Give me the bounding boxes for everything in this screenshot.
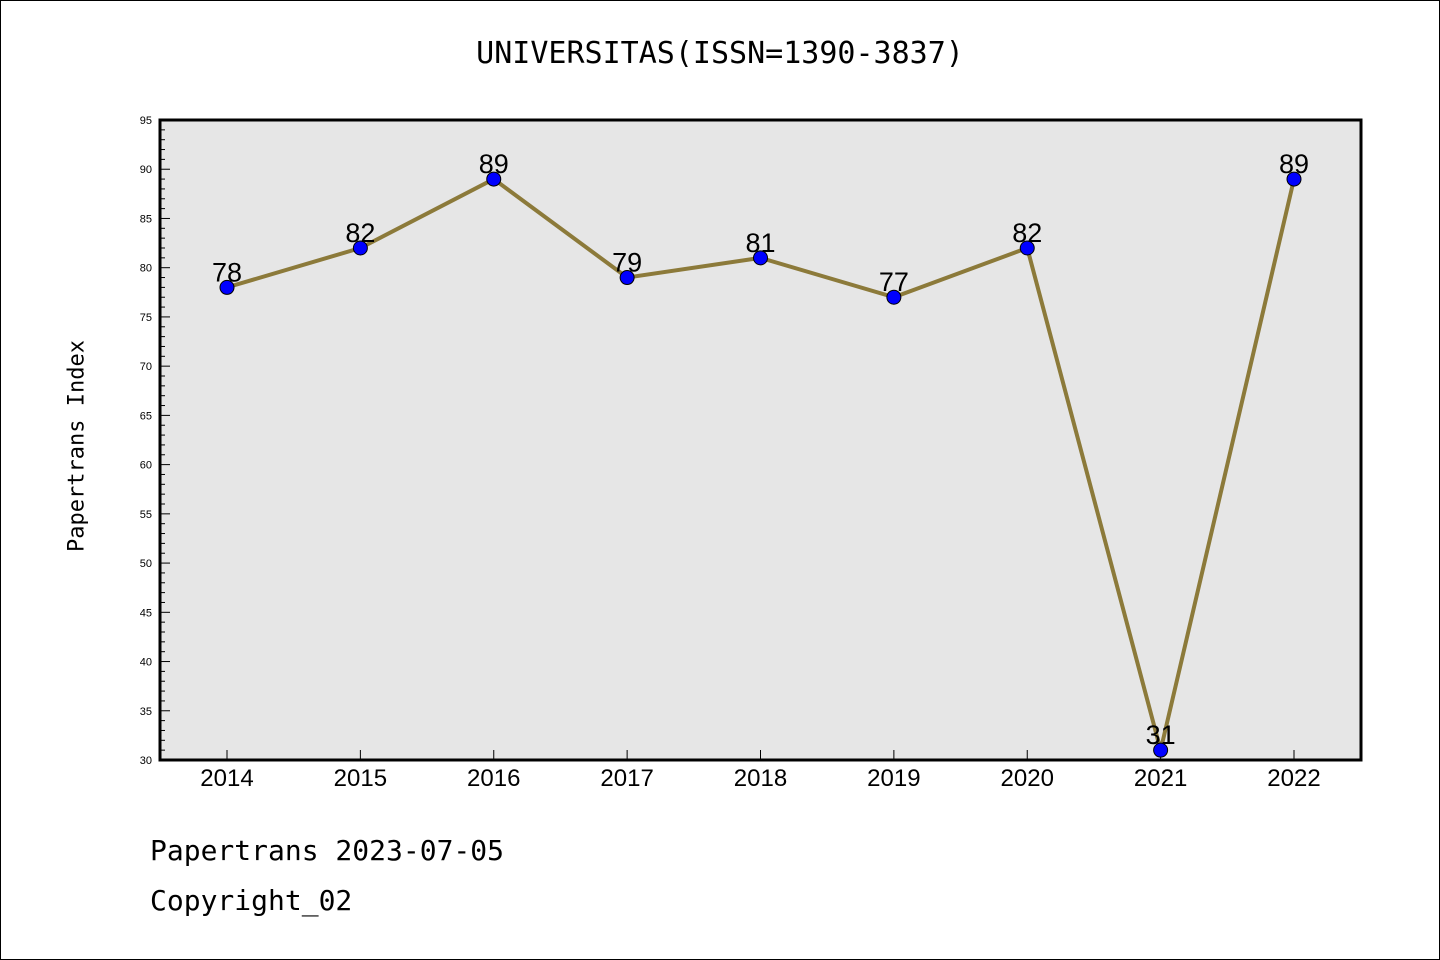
data-label: 89 [1279,149,1309,179]
data-label: 82 [1012,218,1042,248]
data-point [219,279,235,295]
y-tick-label: 70 [140,361,152,373]
data-point [886,289,902,305]
plot-border [158,118,1363,762]
y-tick-label: 30 [140,755,152,767]
x-tick-label: 2022 [1267,765,1320,792]
footer-copyright: Copyright_02 [150,884,353,917]
plot-area [160,120,1361,760]
data-point [1153,742,1169,758]
data-label: 89 [479,149,509,179]
x-tick-label: 2020 [1001,765,1054,792]
footer-date: Papertrans 2023-07-05 [150,834,505,867]
x-tick-label: 2021 [1134,765,1187,792]
y-tick-label: 85 [140,213,152,225]
data-point [486,171,502,187]
x-tick-label: 2019 [867,765,920,792]
x-tick-label: 2015 [334,765,387,792]
y-tick-label: 75 [140,312,152,324]
data-point [753,250,768,266]
y-tick-label: 65 [140,410,152,422]
x-tick-label: 2017 [600,765,653,792]
y-tick-label: 80 [140,263,152,275]
y-tick-label: 95 [140,115,152,127]
data-label: 78 [212,257,242,287]
data-label: 82 [345,218,375,248]
data-point [352,240,368,256]
chart-title: UNIVERSITAS(ISSN=1390-3837) [476,36,964,71]
data-point [1019,240,1035,256]
x-axis-ticks: 2014 2015 2016 2017 2018 2019 2020 2021 2022 [200,750,1321,792]
data-series: 78 82 89 79 81 77 82 31 89 [212,149,1309,758]
data-label: 81 [745,228,775,258]
data-label: 31 [1146,720,1176,750]
y-tick-label: 45 [140,607,152,619]
y-tick-label: 60 [140,460,152,472]
data-point [619,270,635,286]
y-tick-label: 35 [140,706,152,718]
x-tick-label: 2016 [467,765,520,792]
data-label: 79 [612,248,642,278]
y-tick-label: 55 [140,509,152,521]
x-tick-label: 2018 [734,765,787,792]
y-tick-label: 40 [140,657,152,669]
y-tick-label: 50 [140,558,152,570]
y-tick-label: 90 [140,164,152,176]
data-label: 77 [879,267,909,297]
x-tick-label: 2014 [200,765,253,792]
data-point [1286,171,1302,187]
